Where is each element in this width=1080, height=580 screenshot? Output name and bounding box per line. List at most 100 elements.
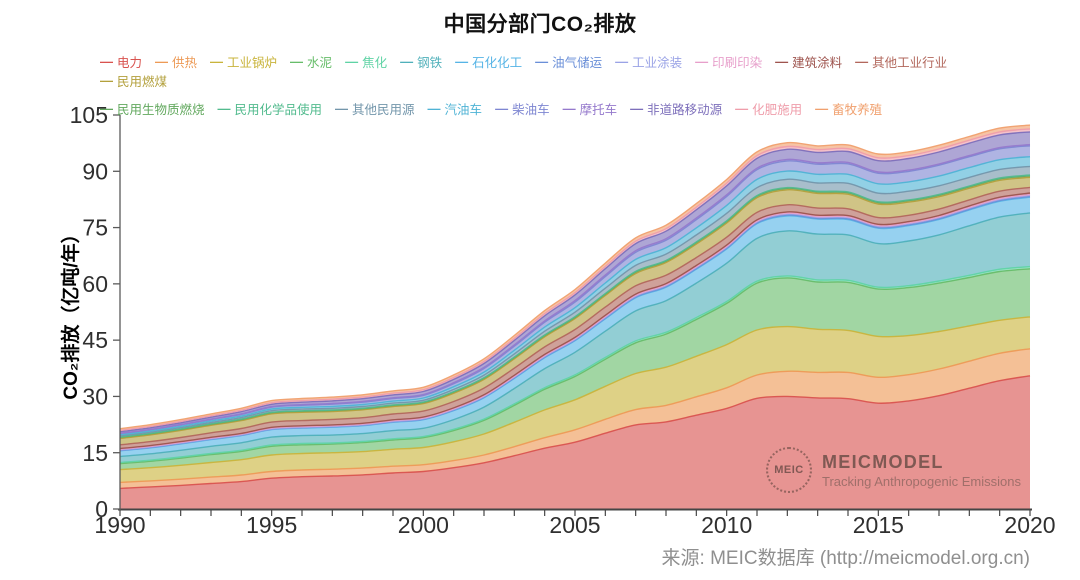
legend-item-residential-coal[interactable]: — 民用燃煤 <box>100 71 167 90</box>
y-tick-label-105: 105 <box>70 102 108 128</box>
legend-item-off-road-mobile[interactable]: — 非道路移动源 <box>630 99 722 118</box>
area-outline-other-industry <box>119 186 1031 446</box>
area-band-cement <box>120 268 1030 470</box>
legend-item-residential-chemicals[interactable]: — 民用化学品使用 <box>218 99 323 118</box>
area-outline-building-paint <box>119 192 1031 450</box>
y-axis-title: CO₂排放（亿吨/年） <box>61 224 82 400</box>
legend-label: 工业锅炉 <box>227 56 278 70</box>
x-tick-label-2005: 2005 <box>549 512 600 538</box>
legend-dash-icon: — <box>562 101 576 116</box>
area-band-off-road-mobile <box>120 131 1030 434</box>
legend-dash-icon: — <box>290 54 304 69</box>
legend-dash-icon: — <box>427 101 441 116</box>
legend-label: 其他民用源 <box>352 103 415 117</box>
area-outline-livestock <box>119 124 1031 430</box>
legend-dash-icon: — <box>100 101 113 116</box>
x-tick-label-2015: 2015 <box>853 512 904 538</box>
legend-dash-icon: — <box>815 101 829 116</box>
legend-item-motorcycle[interactable]: — 摩托车 <box>563 99 618 118</box>
legend-dash-icon: — <box>345 54 359 69</box>
area-outline-off-road-mobile <box>119 131 1031 433</box>
area-band-heating <box>120 348 1030 489</box>
legend-dash-icon: — <box>455 54 469 69</box>
area-band-residential-coal <box>120 177 1030 445</box>
area-outline-residential-coal <box>119 176 1031 440</box>
legend-item-industrial-coating[interactable]: — 工业涂装 <box>615 52 682 71</box>
legend-dash-icon: — <box>335 101 349 116</box>
legend-label: 汽油车 <box>444 103 483 117</box>
y-tick-label-30: 30 <box>82 383 108 409</box>
legend-label: 摩托车 <box>579 103 618 117</box>
area-band-petrochemical <box>120 197 1030 457</box>
legend-item-building-paint[interactable]: — 建筑涂料 <box>775 52 842 71</box>
legend-item-other-industry[interactable]: — 其他工业行业 <box>855 52 947 71</box>
y-tick-label-15: 15 <box>82 440 108 466</box>
legend-dash-icon: — <box>495 101 509 116</box>
legend-label: 畜牧养殖 <box>832 103 883 117</box>
legend-item-livestock[interactable]: — 畜牧养殖 <box>815 99 882 118</box>
area-outline-motorcycle <box>119 143 1031 434</box>
legend-label: 电力 <box>117 56 143 70</box>
legend-label: 民用生物质燃烧 <box>117 103 205 117</box>
legend-item-heating[interactable]: — 供热 <box>155 52 197 71</box>
legend-item-petrochemical[interactable]: — 石化化工 <box>455 52 522 71</box>
legend-item-diesel-vehicle[interactable]: — 柴油车 <box>495 99 550 118</box>
legend-dash-icon: — <box>630 101 644 116</box>
legend-label: 印刷印染 <box>712 56 763 70</box>
legend-dash-icon: — <box>735 101 749 116</box>
area-outline-residential-chemicals <box>119 174 1031 438</box>
area-outline-gasoline-vehicle <box>119 156 1031 436</box>
legend-item-fertilizer[interactable]: — 化肥施用 <box>735 99 802 118</box>
area-band-other-residential <box>120 166 1030 437</box>
x-tick-label-1990: 1990 <box>94 512 145 538</box>
area-band-steel <box>120 212 1030 463</box>
legend-item-residential-biomass[interactable]: — 民用生物质燃烧 <box>100 99 205 118</box>
y-tick-label-60: 60 <box>82 271 108 297</box>
legend-label: 工业涂装 <box>632 56 683 70</box>
x-tick-label-2000: 2000 <box>398 512 449 538</box>
legend-item-coking[interactable]: — 焦化 <box>345 52 387 71</box>
area-outline-industrial-boiler <box>119 316 1031 471</box>
legend-dash-icon: — <box>615 54 629 69</box>
y-tick-label-75: 75 <box>82 215 108 241</box>
area-band-diesel-vehicle <box>120 145 1030 435</box>
area-outline-heating <box>119 348 1031 484</box>
legend-dash-icon: — <box>775 54 789 69</box>
legend-item-power[interactable]: — 电力 <box>100 52 142 71</box>
legend-label: 石化化工 <box>472 56 523 70</box>
legend-dash-icon: — <box>100 54 113 69</box>
area-outline-cement <box>119 268 1031 465</box>
legend-dash-icon: — <box>855 54 869 69</box>
area-outline-coking <box>119 265 1031 464</box>
area-outline-power <box>119 375 1031 490</box>
x-tick-label-1995: 1995 <box>246 512 297 538</box>
x-tick-label-2020: 2020 <box>1004 512 1055 538</box>
legend-label: 化肥施用 <box>752 103 803 117</box>
area-outline-other-residential <box>119 165 1031 437</box>
legend-item-industrial-boiler[interactable]: — 工业锅炉 <box>210 52 277 71</box>
legend-label: 非道路移动源 <box>647 103 723 117</box>
legend-row-2: — 民用生物质燃烧 — 民用化学品使用 — 其他民用源 — 汽油车 — 柴油车 — 摩托车 — 非道路移动… <box>100 99 1000 118</box>
chart-legend: — 电力 — 供热 — 工业锅炉 — 水泥 — 焦化 — 钢铁 — 石化化工 — 油气储运 — 工业涂装 — 印刷印染… <box>100 52 1000 118</box>
legend-row-1: — 电力 — 供热 — 工业锅炉 — 水泥 — 焦化 — 钢铁 — 石化化工 — 油气储运 — 工业涂装 — 印刷印染… <box>100 52 1000 90</box>
area-outline-printing-dyeing <box>119 193 1031 450</box>
legend-label: 建筑涂料 <box>792 56 843 70</box>
area-outline-fertilizer <box>119 128 1031 432</box>
legend-dash-icon: — <box>155 54 169 69</box>
legend-dash-icon: — <box>695 54 709 69</box>
legend-item-printing-dyeing[interactable]: — 印刷印染 <box>695 52 762 71</box>
legend-label: 焦化 <box>362 56 388 70</box>
legend-label: 水泥 <box>307 56 333 70</box>
legend-item-gasoline-vehicle[interactable]: — 汽油车 <box>428 99 483 118</box>
legend-item-steel[interactable]: — 钢铁 <box>400 52 442 71</box>
legend-label: 钢铁 <box>417 56 443 70</box>
legend-item-cement[interactable]: — 水泥 <box>290 52 332 71</box>
data-source-note: 来源: MEIC数据库 (http://meicmodel.org.cn) <box>661 548 1030 569</box>
y-tick-label-90: 90 <box>82 158 108 184</box>
legend-item-oil-gas-storage[interactable]: — 油气储运 <box>535 52 602 71</box>
legend-label: 其他工业行业 <box>872 56 948 70</box>
legend-label: 民用燃煤 <box>117 75 168 89</box>
legend-label: 柴油车 <box>512 103 550 117</box>
legend-item-other-residential[interactable]: — 其他民用源 <box>335 99 415 118</box>
